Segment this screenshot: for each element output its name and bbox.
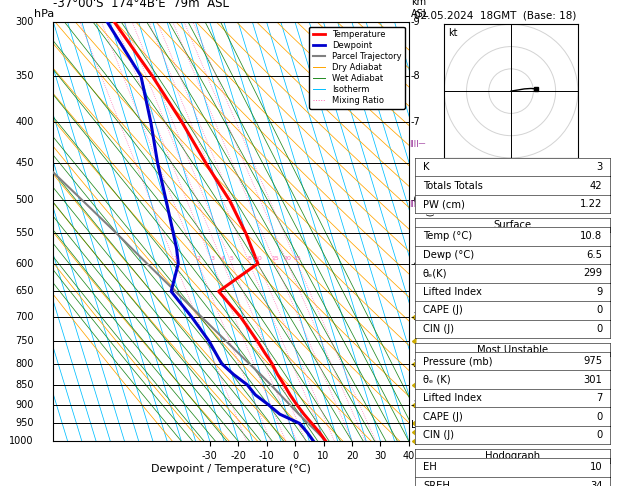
Text: 3: 3 xyxy=(211,256,214,260)
Text: Totals Totals: Totals Totals xyxy=(423,181,483,191)
Text: 20: 20 xyxy=(284,256,291,260)
Text: 500: 500 xyxy=(16,195,34,205)
Text: 9: 9 xyxy=(596,287,603,297)
Text: 800: 800 xyxy=(16,359,34,369)
Text: -3: -3 xyxy=(411,312,420,322)
Text: 42: 42 xyxy=(590,181,603,191)
X-axis label: Dewpoint / Temperature (°C): Dewpoint / Temperature (°C) xyxy=(151,464,311,474)
Text: 3: 3 xyxy=(596,162,603,172)
Text: 34: 34 xyxy=(590,481,603,486)
Text: 975: 975 xyxy=(583,356,603,366)
Text: 02.05.2024  18GMT  (Base: 18): 02.05.2024 18GMT (Base: 18) xyxy=(414,11,576,21)
Text: Lifted Index: Lifted Index xyxy=(423,287,482,297)
Text: 900: 900 xyxy=(16,399,34,410)
Text: PW (cm): PW (cm) xyxy=(423,199,465,209)
Text: 400: 400 xyxy=(16,118,34,127)
Text: 299: 299 xyxy=(583,268,603,278)
Text: ||||—: ||||— xyxy=(409,140,425,147)
Text: Surface: Surface xyxy=(494,220,532,230)
Text: Lifted Index: Lifted Index xyxy=(423,393,482,403)
Text: SREH: SREH xyxy=(423,481,450,486)
Text: -4: -4 xyxy=(411,259,420,269)
Text: 2: 2 xyxy=(196,256,200,260)
Text: 550: 550 xyxy=(15,228,34,238)
Text: 15: 15 xyxy=(272,256,279,260)
Text: K: K xyxy=(423,162,430,172)
Text: 1000: 1000 xyxy=(9,436,34,446)
Legend: Temperature, Dewpoint, Parcel Trajectory, Dry Adiabat, Wet Adiabat, Isotherm, Mi: Temperature, Dewpoint, Parcel Trajectory… xyxy=(309,27,404,109)
Text: 0: 0 xyxy=(596,412,603,421)
Text: 950: 950 xyxy=(16,418,34,429)
Text: 750: 750 xyxy=(15,336,34,346)
Text: 10: 10 xyxy=(255,256,262,260)
Text: CAPE (J): CAPE (J) xyxy=(423,412,463,421)
Text: 850: 850 xyxy=(16,380,34,390)
Text: θₑ (K): θₑ (K) xyxy=(423,375,450,384)
Text: 4: 4 xyxy=(221,256,225,260)
Text: θₑ(K): θₑ(K) xyxy=(423,268,447,278)
Text: 25: 25 xyxy=(293,256,301,260)
Text: 301: 301 xyxy=(584,375,603,384)
Text: EH: EH xyxy=(423,462,437,472)
Text: Temp (°C): Temp (°C) xyxy=(423,231,472,242)
Text: CIN (J): CIN (J) xyxy=(423,430,454,440)
Text: Dewp (°C): Dewp (°C) xyxy=(423,250,474,260)
Text: Pressure (mb): Pressure (mb) xyxy=(423,356,493,366)
Text: 8: 8 xyxy=(248,256,252,260)
Text: -2: -2 xyxy=(411,359,420,369)
Text: ||||—: ||||— xyxy=(409,200,425,207)
Text: Hodograph: Hodograph xyxy=(485,451,540,461)
Text: 0: 0 xyxy=(596,430,603,440)
Text: 0: 0 xyxy=(596,305,603,315)
Text: 1: 1 xyxy=(174,256,177,260)
Text: 600: 600 xyxy=(16,259,34,269)
Text: CIN (J): CIN (J) xyxy=(423,324,454,334)
Text: 650: 650 xyxy=(16,286,34,296)
Text: 6.5: 6.5 xyxy=(586,250,603,260)
Text: 10: 10 xyxy=(590,462,603,472)
Text: Mixing Ratio (g/kg): Mixing Ratio (g/kg) xyxy=(428,189,437,275)
Text: 300: 300 xyxy=(16,17,34,27)
Text: 0: 0 xyxy=(596,324,603,334)
Text: -37°00'S  174°4B'E  79m  ASL: -37°00'S 174°4B'E 79m ASL xyxy=(53,0,230,10)
Text: 700: 700 xyxy=(16,312,34,322)
Text: 7: 7 xyxy=(596,393,603,403)
Text: hPa: hPa xyxy=(34,9,54,19)
Text: 450: 450 xyxy=(16,158,34,169)
Text: Most Unstable: Most Unstable xyxy=(477,345,548,355)
Text: -9: -9 xyxy=(411,17,420,27)
Text: 350: 350 xyxy=(16,71,34,81)
Text: -7: -7 xyxy=(411,118,420,127)
Text: 10.8: 10.8 xyxy=(580,231,603,242)
Text: -1: -1 xyxy=(411,399,420,410)
Text: kt: kt xyxy=(448,28,458,38)
Text: LCL: LCL xyxy=(411,420,428,430)
Text: -6: -6 xyxy=(411,195,420,205)
Text: km
ASL: km ASL xyxy=(411,0,429,19)
Text: 5: 5 xyxy=(230,256,233,260)
Text: 1.22: 1.22 xyxy=(580,199,603,209)
Text: -8: -8 xyxy=(411,71,420,81)
Text: CAPE (J): CAPE (J) xyxy=(423,305,463,315)
